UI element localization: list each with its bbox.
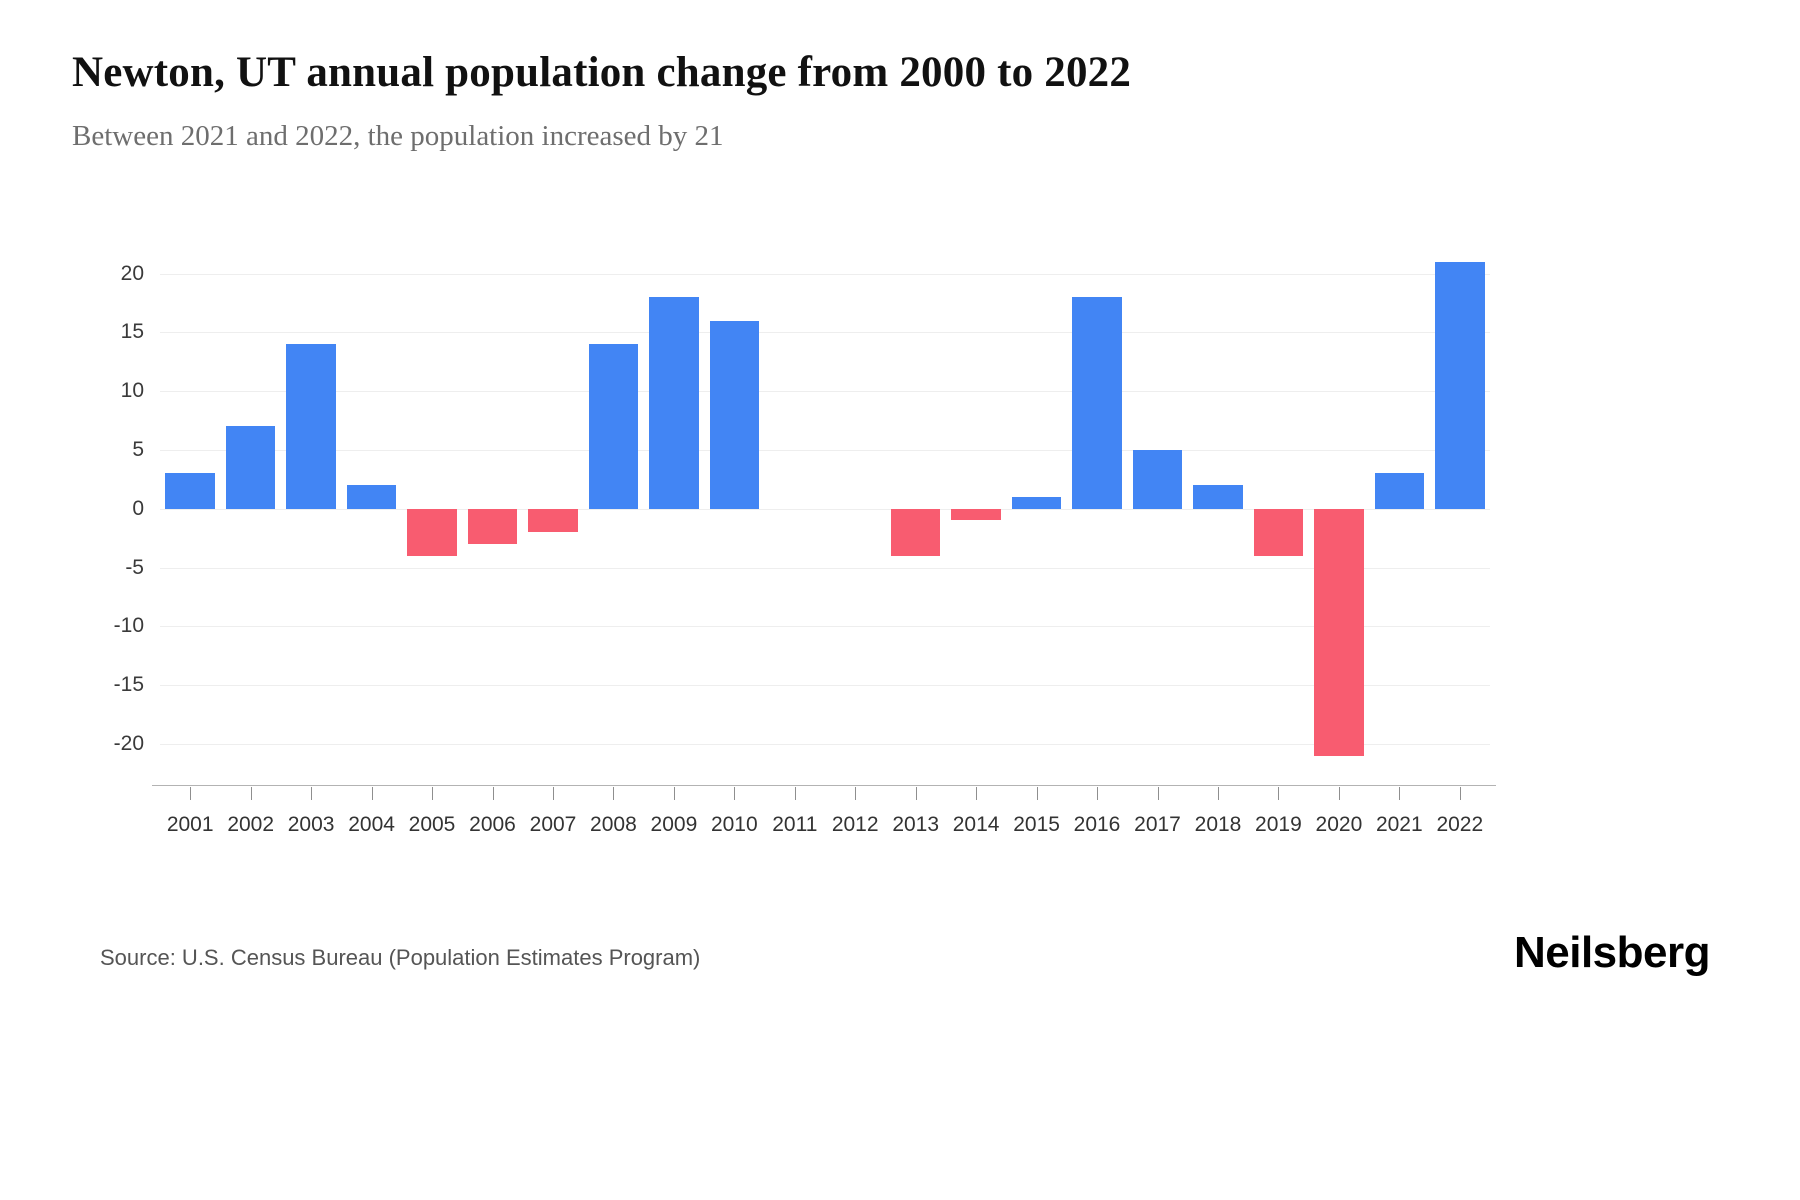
bar-2018[interactable] xyxy=(1193,485,1243,509)
x-axis-label-2001: 2001 xyxy=(166,813,214,836)
x-axis-tick xyxy=(613,787,615,800)
x-axis-tick xyxy=(553,787,554,800)
bar-2015[interactable] xyxy=(1011,496,1062,509)
x-axis-label-2020: 2020 xyxy=(1315,813,1363,836)
x-axis-label-2021: 2021 xyxy=(1375,813,1423,836)
x-axis-label-2022: 2022 xyxy=(1436,813,1484,836)
bar-2014[interactable] xyxy=(951,508,1001,521)
x-axis-tick xyxy=(1399,787,1401,800)
y-axis-label: 0 xyxy=(132,496,144,520)
x-axis-tick xyxy=(432,787,433,800)
x-axis-label-2005: 2005 xyxy=(408,813,456,836)
bar-2009[interactable] xyxy=(649,297,699,509)
x-axis-label-2002: 2002 xyxy=(227,813,275,836)
bar-2007[interactable] xyxy=(528,508,578,533)
x-axis-label-2015: 2015 xyxy=(1013,813,1060,836)
y-axis-label: -15 xyxy=(113,673,144,697)
bar-2020[interactable] xyxy=(1314,508,1364,756)
bar-2002[interactable] xyxy=(225,426,276,509)
x-axis-tick xyxy=(311,787,313,800)
x-axis-label-2013: 2013 xyxy=(892,813,940,836)
bar-2006[interactable] xyxy=(467,508,518,544)
x-axis-label-2017: 2017 xyxy=(1134,813,1181,836)
bar-2001[interactable] xyxy=(165,473,215,509)
y-axis-label: 10 xyxy=(120,379,144,403)
x-axis-tick xyxy=(1459,787,1461,800)
x-axis-label-2018: 2018 xyxy=(1194,813,1242,836)
x-axis-tick xyxy=(794,787,796,800)
x-axis-label-2004: 2004 xyxy=(348,813,395,836)
x-axis-label-2010: 2010 xyxy=(710,813,758,836)
y-axis-label: -20 xyxy=(113,731,144,755)
y-axis-label: -5 xyxy=(125,555,144,579)
x-axis-tick xyxy=(250,787,252,800)
bar-2019[interactable] xyxy=(1253,508,1304,556)
chart-subtitle: Between 2021 and 2022, the population in… xyxy=(72,120,724,152)
x-axis-tick xyxy=(1278,787,1280,800)
gridline xyxy=(160,626,1490,628)
bar-2016[interactable] xyxy=(1072,297,1122,509)
x-axis-tick xyxy=(673,787,675,800)
x-axis-label-2008: 2008 xyxy=(590,813,637,836)
bar-2010[interactable] xyxy=(709,320,760,509)
source-text: Source: U.S. Census Bureau (Population E… xyxy=(100,945,701,970)
x-axis-label-2014: 2014 xyxy=(952,813,1000,836)
x-axis-label-2011: 2011 xyxy=(772,813,818,836)
x-axis-tick xyxy=(190,787,192,800)
x-axis-tick xyxy=(1338,787,1340,800)
x-axis-tick xyxy=(734,787,736,800)
chart-title: Newton, UT annual population change from… xyxy=(72,49,1132,96)
x-axis-tick xyxy=(915,787,917,800)
bar-2003[interactable] xyxy=(286,344,336,509)
x-axis-tick xyxy=(1157,787,1159,800)
x-axis-label-2007: 2007 xyxy=(529,813,577,836)
bar-2013[interactable] xyxy=(890,508,941,556)
gridline xyxy=(160,391,1490,393)
y-axis-label: -10 xyxy=(113,614,144,638)
x-axis-label-2006: 2006 xyxy=(469,813,516,836)
x-axis-label-2016: 2016 xyxy=(1073,813,1121,836)
gridline xyxy=(160,332,1490,334)
gridline xyxy=(160,743,1490,745)
x-axis-tick xyxy=(855,787,857,800)
x-axis-label-2003: 2003 xyxy=(287,813,335,836)
bar-2022[interactable] xyxy=(1435,261,1485,509)
x-axis-tick xyxy=(1218,787,1219,800)
plot-area: 20 15 10 5 0 -5 -10 -15 -20 2001 2002 2003 2004 2005 2… xyxy=(114,250,1496,836)
bar-2021[interactable] xyxy=(1374,473,1425,509)
x-axis-tick xyxy=(1097,787,1098,800)
x-axis-line xyxy=(152,785,1496,786)
x-axis-tick xyxy=(976,787,978,800)
bar-2008[interactable] xyxy=(588,344,639,509)
x-axis-label-2012: 2012 xyxy=(831,813,879,836)
x-axis-tick xyxy=(371,787,373,800)
gridline xyxy=(160,685,1490,687)
x-axis-tick xyxy=(492,787,494,800)
gridline xyxy=(160,449,1490,451)
x-axis-label-2009: 2009 xyxy=(650,813,698,836)
bar-2005[interactable] xyxy=(407,508,457,556)
gridline xyxy=(160,273,1490,275)
gridline xyxy=(160,508,1490,510)
y-axis-label: 15 xyxy=(120,320,144,344)
y-axis-label: 5 xyxy=(132,437,144,461)
gridline xyxy=(160,567,1490,569)
brand-logo[interactable]: Neilsberg xyxy=(1513,928,1711,977)
y-axis-label: 20 xyxy=(120,261,144,285)
bar-2004[interactable] xyxy=(346,485,397,509)
x-axis-label-2019: 2019 xyxy=(1255,813,1302,836)
bar-2017[interactable] xyxy=(1132,449,1183,509)
x-axis-tick xyxy=(1036,787,1038,800)
